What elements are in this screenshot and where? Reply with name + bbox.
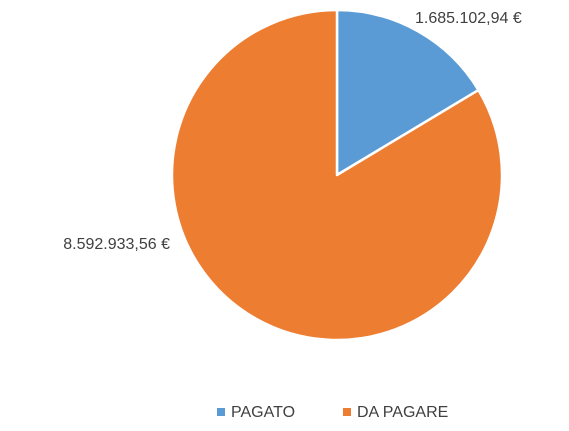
data-label: 8.592.933,56 € — [63, 236, 170, 253]
legend-swatch — [217, 408, 225, 416]
legend-label: DA PAGARE — [357, 404, 448, 421]
pie-slice — [170, 8, 504, 342]
data-label: 1.685.102,94 € — [415, 10, 522, 27]
legend-label: PAGATO — [231, 404, 295, 421]
legend-swatch — [343, 408, 351, 416]
pie-slice — [335, 8, 480, 177]
